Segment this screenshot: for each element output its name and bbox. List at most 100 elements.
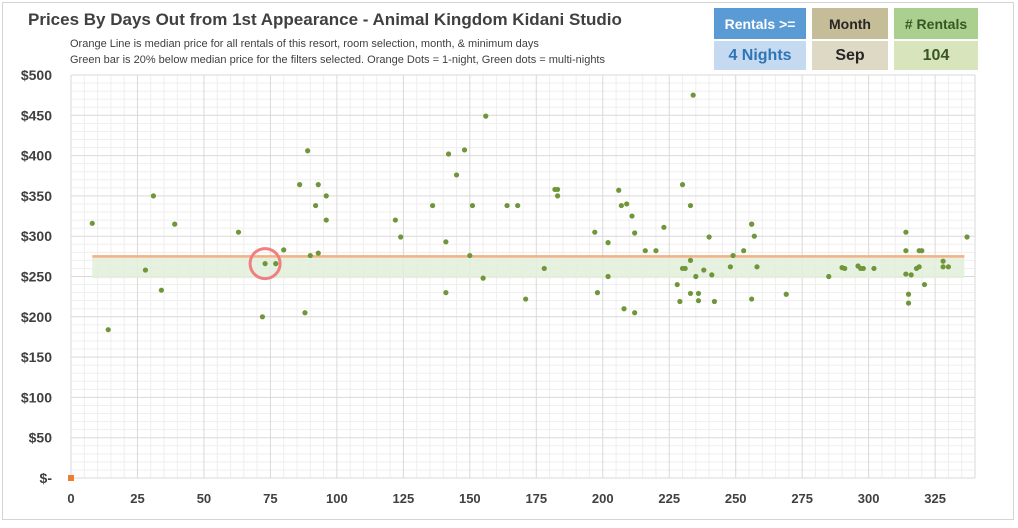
multi-night-point: [323, 193, 329, 199]
multi-night-point: [749, 221, 755, 227]
multi-night-point: [315, 250, 321, 256]
x-tick-label: 175: [525, 491, 547, 506]
x-tick-label: 125: [393, 491, 415, 506]
x-tick-label: 325: [924, 491, 946, 506]
rentals-filter-value[interactable]: 4 Nights: [714, 41, 806, 70]
multi-night-point: [945, 264, 952, 270]
y-tick-label: $100: [21, 389, 52, 405]
multi-night-point: [695, 290, 702, 297]
multi-night-point: [443, 239, 449, 245]
multi-night-point: [690, 92, 696, 98]
multi-night-point: [605, 240, 611, 246]
multi-night-point: [467, 252, 473, 259]
multi-night-point: [783, 291, 789, 297]
multi-night-point: [105, 327, 111, 333]
multi-night-point: [754, 264, 760, 270]
multi-night-point: [709, 272, 715, 278]
y-tick-label: $200: [21, 309, 52, 325]
multi-night-point: [302, 310, 308, 316]
x-tick-label: 225: [658, 491, 680, 506]
x-tick-label: 0: [67, 491, 74, 506]
multi-night-point: [504, 202, 510, 209]
multi-night-point: [281, 247, 287, 253]
multi-night-point: [921, 281, 928, 288]
multi-night-point: [679, 182, 686, 188]
multi-night-point: [621, 306, 627, 312]
multi-night-point: [398, 234, 404, 240]
y-tick-label: $450: [21, 107, 52, 123]
x-tick-label: 300: [858, 491, 880, 506]
multi-night-point: [315, 182, 321, 188]
multi-night-point: [916, 264, 922, 270]
multi-night-point: [554, 193, 561, 199]
multi-night-point: [594, 290, 601, 296]
multi-night-point: [469, 202, 476, 209]
x-tick-label: 50: [197, 491, 211, 506]
multi-night-point: [674, 281, 680, 288]
multi-night-point: [523, 296, 529, 302]
multi-night-point: [903, 248, 909, 254]
y-tick-label: $350: [21, 188, 52, 204]
x-tick-label: 150: [459, 491, 481, 506]
multi-night-point: [653, 248, 659, 254]
multi-night-point: [616, 187, 622, 193]
multi-night-point: [687, 257, 694, 263]
multi-night-point: [677, 298, 683, 305]
multi-night-point: [629, 213, 635, 219]
multi-night-point: [727, 264, 733, 270]
rental-count-box: # Rentals 104: [894, 8, 978, 70]
rental-count-label: # Rentals: [894, 8, 978, 39]
multi-night-point: [430, 202, 436, 209]
multi-night-point: [515, 202, 521, 209]
x-tick-label: 275: [791, 491, 813, 506]
x-tick-label: 250: [725, 491, 747, 506]
x-tick-label: 75: [263, 491, 277, 506]
multi-night-point: [605, 273, 611, 280]
multi-night-point: [305, 148, 311, 154]
multi-night-point: [297, 182, 303, 188]
multi-night-point: [89, 220, 95, 226]
discount-band: [92, 256, 965, 279]
multi-night-point: [632, 310, 638, 316]
multi-night-point: [706, 234, 712, 240]
multi-night-point: [964, 234, 970, 240]
multi-night-point: [541, 265, 547, 272]
multi-night-point: [695, 298, 702, 304]
multi-night-point: [919, 248, 925, 254]
multi-night-point: [908, 272, 914, 278]
multi-night-point: [150, 193, 157, 199]
multi-night-point: [323, 217, 329, 223]
multi-night-point: [711, 298, 718, 305]
multi-night-point: [480, 275, 486, 281]
multi-night-point: [443, 290, 449, 296]
multi-night-point: [262, 261, 268, 267]
multi-night-point: [940, 264, 946, 270]
multi-night-point: [741, 248, 747, 254]
y-tick-label: $150: [21, 349, 52, 365]
month-filter-value[interactable]: Sep: [812, 41, 888, 70]
multi-night-point: [158, 287, 164, 293]
multi-night-point: [461, 147, 468, 153]
rentals-filter-label: Rentals >=: [714, 8, 806, 39]
y-tick-label: $400: [21, 148, 52, 164]
multi-night-point: [592, 229, 598, 235]
multi-night-point: [453, 172, 460, 178]
multi-night-point: [860, 265, 866, 272]
chart-subtitle-line1: Orange Line is median price for all rent…: [70, 38, 539, 50]
month-filter-label: Month: [812, 8, 888, 39]
y-tick-label: $250: [21, 269, 52, 285]
multi-night-point: [730, 252, 736, 259]
multi-night-point: [483, 113, 489, 119]
multi-night-point: [235, 229, 242, 235]
month-filter[interactable]: Month Sep: [812, 8, 888, 70]
multi-night-point: [624, 201, 630, 207]
chart-title: Prices By Days Out from 1st Appearance -…: [28, 10, 622, 29]
multi-night-point: [632, 230, 638, 236]
chart-subtitle-line2: Green bar is 20% below median price for …: [70, 54, 605, 66]
y-tick-label: $50: [29, 430, 53, 446]
multi-night-point: [903, 271, 909, 277]
rentals-filter[interactable]: Rentals >= 4 Nights: [714, 8, 806, 70]
multi-night-point: [687, 290, 694, 297]
multi-night-point: [554, 186, 561, 193]
multi-night-point: [307, 252, 313, 259]
